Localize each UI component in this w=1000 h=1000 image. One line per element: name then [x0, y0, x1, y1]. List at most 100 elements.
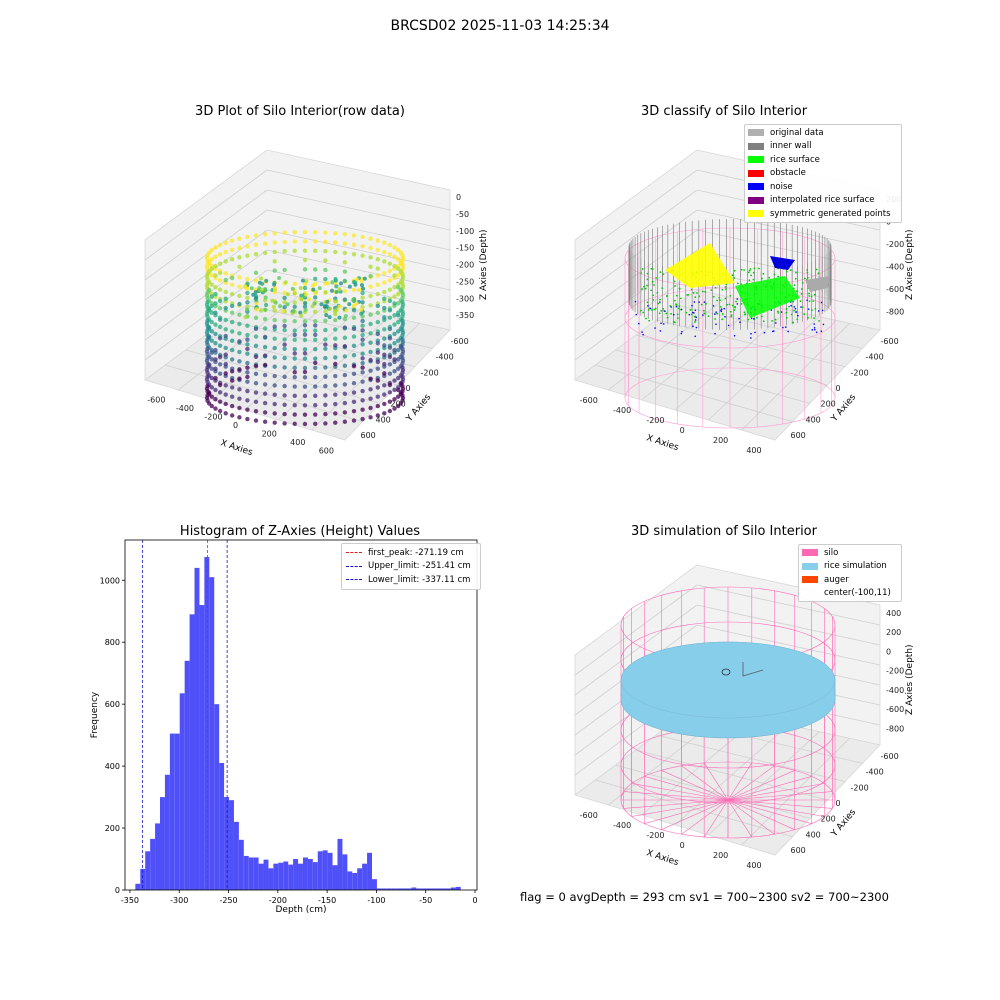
x-tick-label: -400 — [613, 406, 631, 415]
data-point — [368, 273, 373, 279]
data-point — [333, 336, 338, 341]
data-point — [229, 310, 235, 315]
rice-surface-point — [652, 294, 654, 297]
data-point — [292, 337, 297, 343]
raw-3d-points — [204, 229, 406, 427]
data-point — [319, 302, 324, 307]
rice-surface-point — [788, 305, 791, 308]
data-point — [217, 371, 223, 376]
rice-surface-point — [756, 316, 758, 319]
rice-surface-point — [675, 304, 678, 306]
rice-surface-point — [740, 268, 743, 271]
data-point — [342, 391, 348, 396]
data-point — [333, 361, 338, 367]
rice-surface-point — [815, 268, 818, 271]
x-tick-label: -200 — [204, 412, 222, 421]
data-point — [313, 267, 318, 272]
rice-surface-point — [818, 319, 821, 322]
data-point — [302, 356, 308, 361]
data-point — [387, 308, 393, 313]
noise-point — [692, 311, 694, 314]
data-point — [299, 297, 304, 302]
rice-simulation-surface — [620, 641, 836, 719]
noise-point — [714, 332, 716, 335]
rice-surface-point — [646, 301, 649, 304]
rice-surface-point — [670, 313, 672, 315]
data-point — [368, 368, 373, 373]
legend-entry: rice simulation — [802, 560, 898, 574]
data-point — [206, 362, 212, 367]
rice-surface-point — [808, 292, 810, 295]
data-point — [213, 397, 218, 402]
data-point — [351, 380, 357, 386]
noise-point — [634, 300, 637, 303]
data-point — [313, 384, 318, 389]
rice-surface-point — [665, 295, 668, 297]
noise-point — [787, 330, 789, 333]
rice-surface-point — [719, 299, 721, 302]
histogram-bar — [376, 888, 382, 890]
data-point — [382, 401, 387, 407]
data-point — [333, 401, 338, 407]
x-tick-label: 400 — [746, 861, 761, 870]
data-point — [262, 334, 268, 340]
rice-surface-point — [673, 280, 676, 283]
data-point — [272, 345, 277, 351]
data-point — [302, 239, 308, 244]
noise-point — [763, 331, 766, 334]
data-point — [323, 393, 328, 398]
rice-surface-point — [730, 315, 733, 318]
y-tick-label: 600 — [105, 700, 120, 709]
rice-surface-point — [729, 294, 732, 297]
histogram-bar — [238, 839, 244, 890]
rice-surface-point — [659, 271, 662, 274]
legend-label: Lower_limit: -337.11 cm — [368, 574, 471, 585]
data-point — [209, 303, 214, 309]
legend-label: noise — [770, 181, 793, 192]
noise-point — [794, 307, 797, 310]
y-tick-label: 0 — [836, 799, 841, 808]
histogram-bar — [450, 887, 456, 890]
rice-surface-point — [651, 309, 653, 311]
data-point — [330, 280, 335, 285]
data-point — [272, 411, 277, 416]
data-point — [392, 263, 397, 269]
data-point — [360, 398, 365, 403]
data-point — [237, 339, 242, 344]
data-point — [285, 302, 290, 307]
x-tick-label: 0 — [680, 426, 685, 435]
data-point — [387, 268, 393, 274]
data-point — [360, 295, 365, 300]
y-tick-label: -400 — [436, 353, 454, 362]
legend-entry: Lower_limit: -337.11 cm — [346, 573, 476, 587]
data-point — [272, 364, 277, 369]
rice-surface-point — [800, 293, 803, 295]
data-point — [323, 239, 328, 245]
legend-swatch — [748, 196, 764, 204]
data-point — [253, 242, 259, 248]
data-point — [375, 394, 381, 399]
data-point — [382, 280, 387, 285]
data-point — [323, 346, 328, 351]
data-point — [292, 248, 297, 254]
silo-floor-spoke — [681, 765, 729, 801]
z-tick-label: -300 — [456, 294, 474, 303]
data-point — [313, 402, 318, 408]
data-point — [400, 271, 405, 277]
data-point — [387, 242, 393, 248]
data-point — [375, 350, 381, 355]
histogram-bar — [327, 852, 333, 890]
data-point — [303, 307, 308, 312]
data-point — [259, 287, 264, 292]
grid-line — [574, 229, 698, 321]
data-point — [304, 292, 309, 297]
z-tick-label: 400 — [886, 609, 901, 618]
data-point — [358, 307, 363, 312]
legend-entry: Upper_limit: -251.41 cm — [346, 560, 476, 574]
rice-surface-point — [810, 295, 813, 298]
noise-point — [797, 314, 799, 317]
noise-point — [712, 305, 715, 307]
data-point — [400, 309, 405, 314]
legend-label: Upper_limit: -251.41 cm — [368, 561, 471, 572]
x-tick-label: 0 — [472, 896, 477, 905]
